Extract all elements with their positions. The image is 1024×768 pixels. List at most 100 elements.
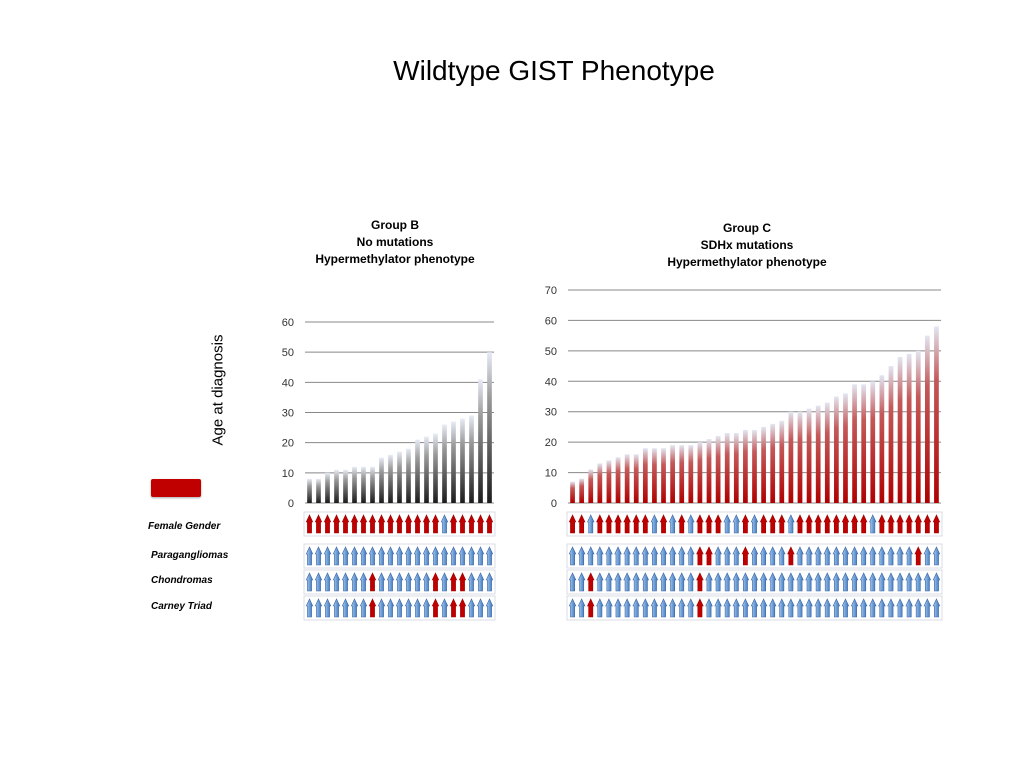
arrow-up-red-icon bbox=[431, 572, 440, 592]
arrow-up-blue-icon bbox=[377, 546, 386, 566]
arrow-up-blue-icon bbox=[723, 546, 731, 566]
group-c-title-line: Group C bbox=[723, 221, 771, 235]
arrow-up-blue-icon bbox=[586, 514, 595, 534]
arrow-up-blue-icon bbox=[723, 572, 731, 592]
arrow-up-blue-icon bbox=[623, 572, 631, 592]
arrow-up-blue-icon bbox=[778, 546, 786, 566]
arrow-up-blue-icon bbox=[332, 572, 341, 592]
arrow-up-blue-icon bbox=[404, 572, 413, 592]
indicator-row-frame bbox=[566, 543, 943, 569]
arrow-up-red-icon bbox=[696, 546, 704, 566]
arrow-up-blue-icon bbox=[605, 598, 613, 618]
y-tick-label: 60 bbox=[545, 315, 557, 327]
arrow-up-blue-icon bbox=[641, 546, 650, 566]
bar bbox=[834, 396, 839, 503]
bar bbox=[770, 423, 776, 503]
y-tick-label: 20 bbox=[545, 437, 557, 449]
arrow-up-blue-icon bbox=[413, 572, 422, 592]
arrow-up-blue-icon bbox=[723, 514, 731, 534]
arrow-up-blue-icon bbox=[723, 598, 731, 618]
arrow-up-blue-icon bbox=[677, 546, 686, 566]
bar bbox=[706, 439, 712, 503]
arrow-up-blue-icon bbox=[869, 598, 877, 618]
arrow-up-red-icon bbox=[568, 514, 577, 534]
arrow-up-red-icon bbox=[696, 598, 704, 618]
bar bbox=[843, 393, 848, 503]
arrow-up-blue-icon bbox=[869, 546, 877, 566]
arrow-up-blue-icon bbox=[413, 546, 422, 566]
arrow-up-blue-icon bbox=[677, 598, 686, 618]
arrow-up-blue-icon bbox=[323, 572, 332, 592]
arrow-up-blue-icon bbox=[832, 546, 841, 566]
arrow-up-blue-icon bbox=[859, 598, 868, 618]
bar bbox=[442, 424, 447, 503]
arrow-up-blue-icon bbox=[314, 546, 323, 566]
bar bbox=[579, 478, 585, 503]
bar bbox=[424, 436, 429, 503]
row-label-paragangliomas: Paragangliomas bbox=[151, 550, 229, 561]
arrow-up-red-icon bbox=[768, 514, 777, 534]
arrow-up-red-icon bbox=[395, 514, 404, 534]
arrow-up-blue-icon bbox=[314, 598, 323, 618]
bar bbox=[815, 405, 821, 503]
arrow-up-red-icon bbox=[814, 514, 822, 534]
bar bbox=[597, 463, 603, 503]
arrow-up-red-icon bbox=[368, 572, 377, 592]
arrow-up-blue-icon bbox=[305, 598, 314, 618]
y-tick-label: 10 bbox=[545, 468, 557, 480]
arrow-up-blue-icon bbox=[659, 598, 668, 618]
arrow-up-blue-icon bbox=[896, 572, 904, 592]
arrow-up-red-icon bbox=[458, 598, 467, 618]
bar bbox=[487, 352, 492, 503]
arrow-up-blue-icon bbox=[668, 598, 677, 618]
arrow-up-blue-icon bbox=[732, 598, 741, 618]
arrow-up-blue-icon bbox=[923, 598, 932, 618]
group-c-chart-title: Group C SDHx mutations Hypermethylator p… bbox=[647, 220, 847, 271]
bar bbox=[779, 420, 785, 503]
arrow-up-blue-icon bbox=[668, 572, 677, 592]
arrow-up-blue-icon bbox=[714, 598, 722, 618]
arrow-up-red-icon bbox=[887, 514, 895, 534]
arrow-up-blue-icon bbox=[750, 546, 759, 566]
arrow-up-red-icon bbox=[449, 598, 458, 618]
arrow-up-blue-icon bbox=[350, 598, 359, 618]
arrow-up-blue-icon bbox=[341, 598, 350, 618]
arrow-up-blue-icon bbox=[341, 546, 350, 566]
arrow-up-blue-icon bbox=[732, 572, 741, 592]
arrow-up-red-icon bbox=[905, 514, 913, 534]
bar bbox=[451, 421, 456, 503]
arrow-up-blue-icon bbox=[422, 572, 431, 592]
bar bbox=[397, 451, 402, 503]
arrow-up-red-icon bbox=[305, 514, 314, 534]
arrow-up-blue-icon bbox=[932, 572, 941, 592]
bar bbox=[888, 366, 894, 503]
arrow-up-blue-icon bbox=[350, 572, 359, 592]
indicator-row-frame bbox=[566, 595, 943, 621]
bar bbox=[788, 411, 794, 503]
arrow-up-red-icon bbox=[449, 572, 458, 592]
arrow-up-blue-icon bbox=[878, 546, 886, 566]
arrow-up-blue-icon bbox=[887, 572, 895, 592]
arrow-up-red-icon bbox=[458, 514, 467, 534]
y-tick-label: 40 bbox=[282, 377, 294, 389]
arrow-up-blue-icon bbox=[814, 546, 822, 566]
bar bbox=[624, 454, 630, 503]
slide-title: Wildtype GIST Phenotype bbox=[393, 55, 715, 86]
bar bbox=[588, 469, 594, 503]
arrow-up-red-icon bbox=[914, 546, 923, 566]
arrow-up-blue-icon bbox=[714, 572, 722, 592]
arrow-up-blue-icon bbox=[905, 546, 913, 566]
arrow-up-blue-icon bbox=[796, 598, 804, 618]
arrow-up-blue-icon bbox=[458, 546, 467, 566]
arrow-up-red-icon bbox=[605, 514, 613, 534]
arrow-up-blue-icon bbox=[332, 598, 341, 618]
arrow-up-red-icon bbox=[467, 514, 476, 534]
bar bbox=[460, 418, 465, 503]
arrow-up-blue-icon bbox=[440, 546, 449, 566]
arrow-up-blue-icon bbox=[395, 546, 404, 566]
arrow-up-blue-icon bbox=[750, 572, 759, 592]
row-label-female-gender: Female Gender bbox=[148, 521, 221, 532]
arrow-up-blue-icon bbox=[377, 598, 386, 618]
arrow-up-blue-icon bbox=[632, 546, 640, 566]
arrow-up-blue-icon bbox=[650, 598, 659, 618]
